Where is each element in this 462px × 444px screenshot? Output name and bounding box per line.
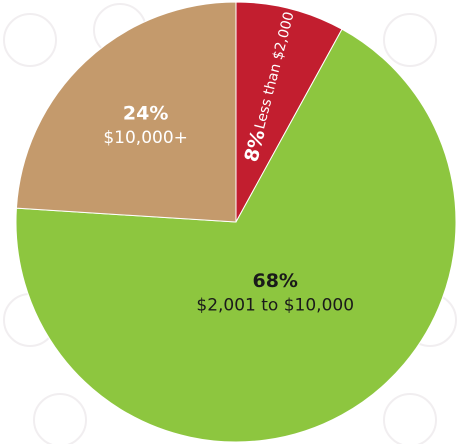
chart: 8%Less than $2,00068%$2,001 to $10,00024… xyxy=(0,0,462,444)
percent-label: 24% xyxy=(123,102,168,124)
percent-label: 68% xyxy=(252,270,297,292)
category-label: $2,001 to $10,000 xyxy=(196,295,354,315)
category-label: $10,000+ xyxy=(103,128,188,148)
